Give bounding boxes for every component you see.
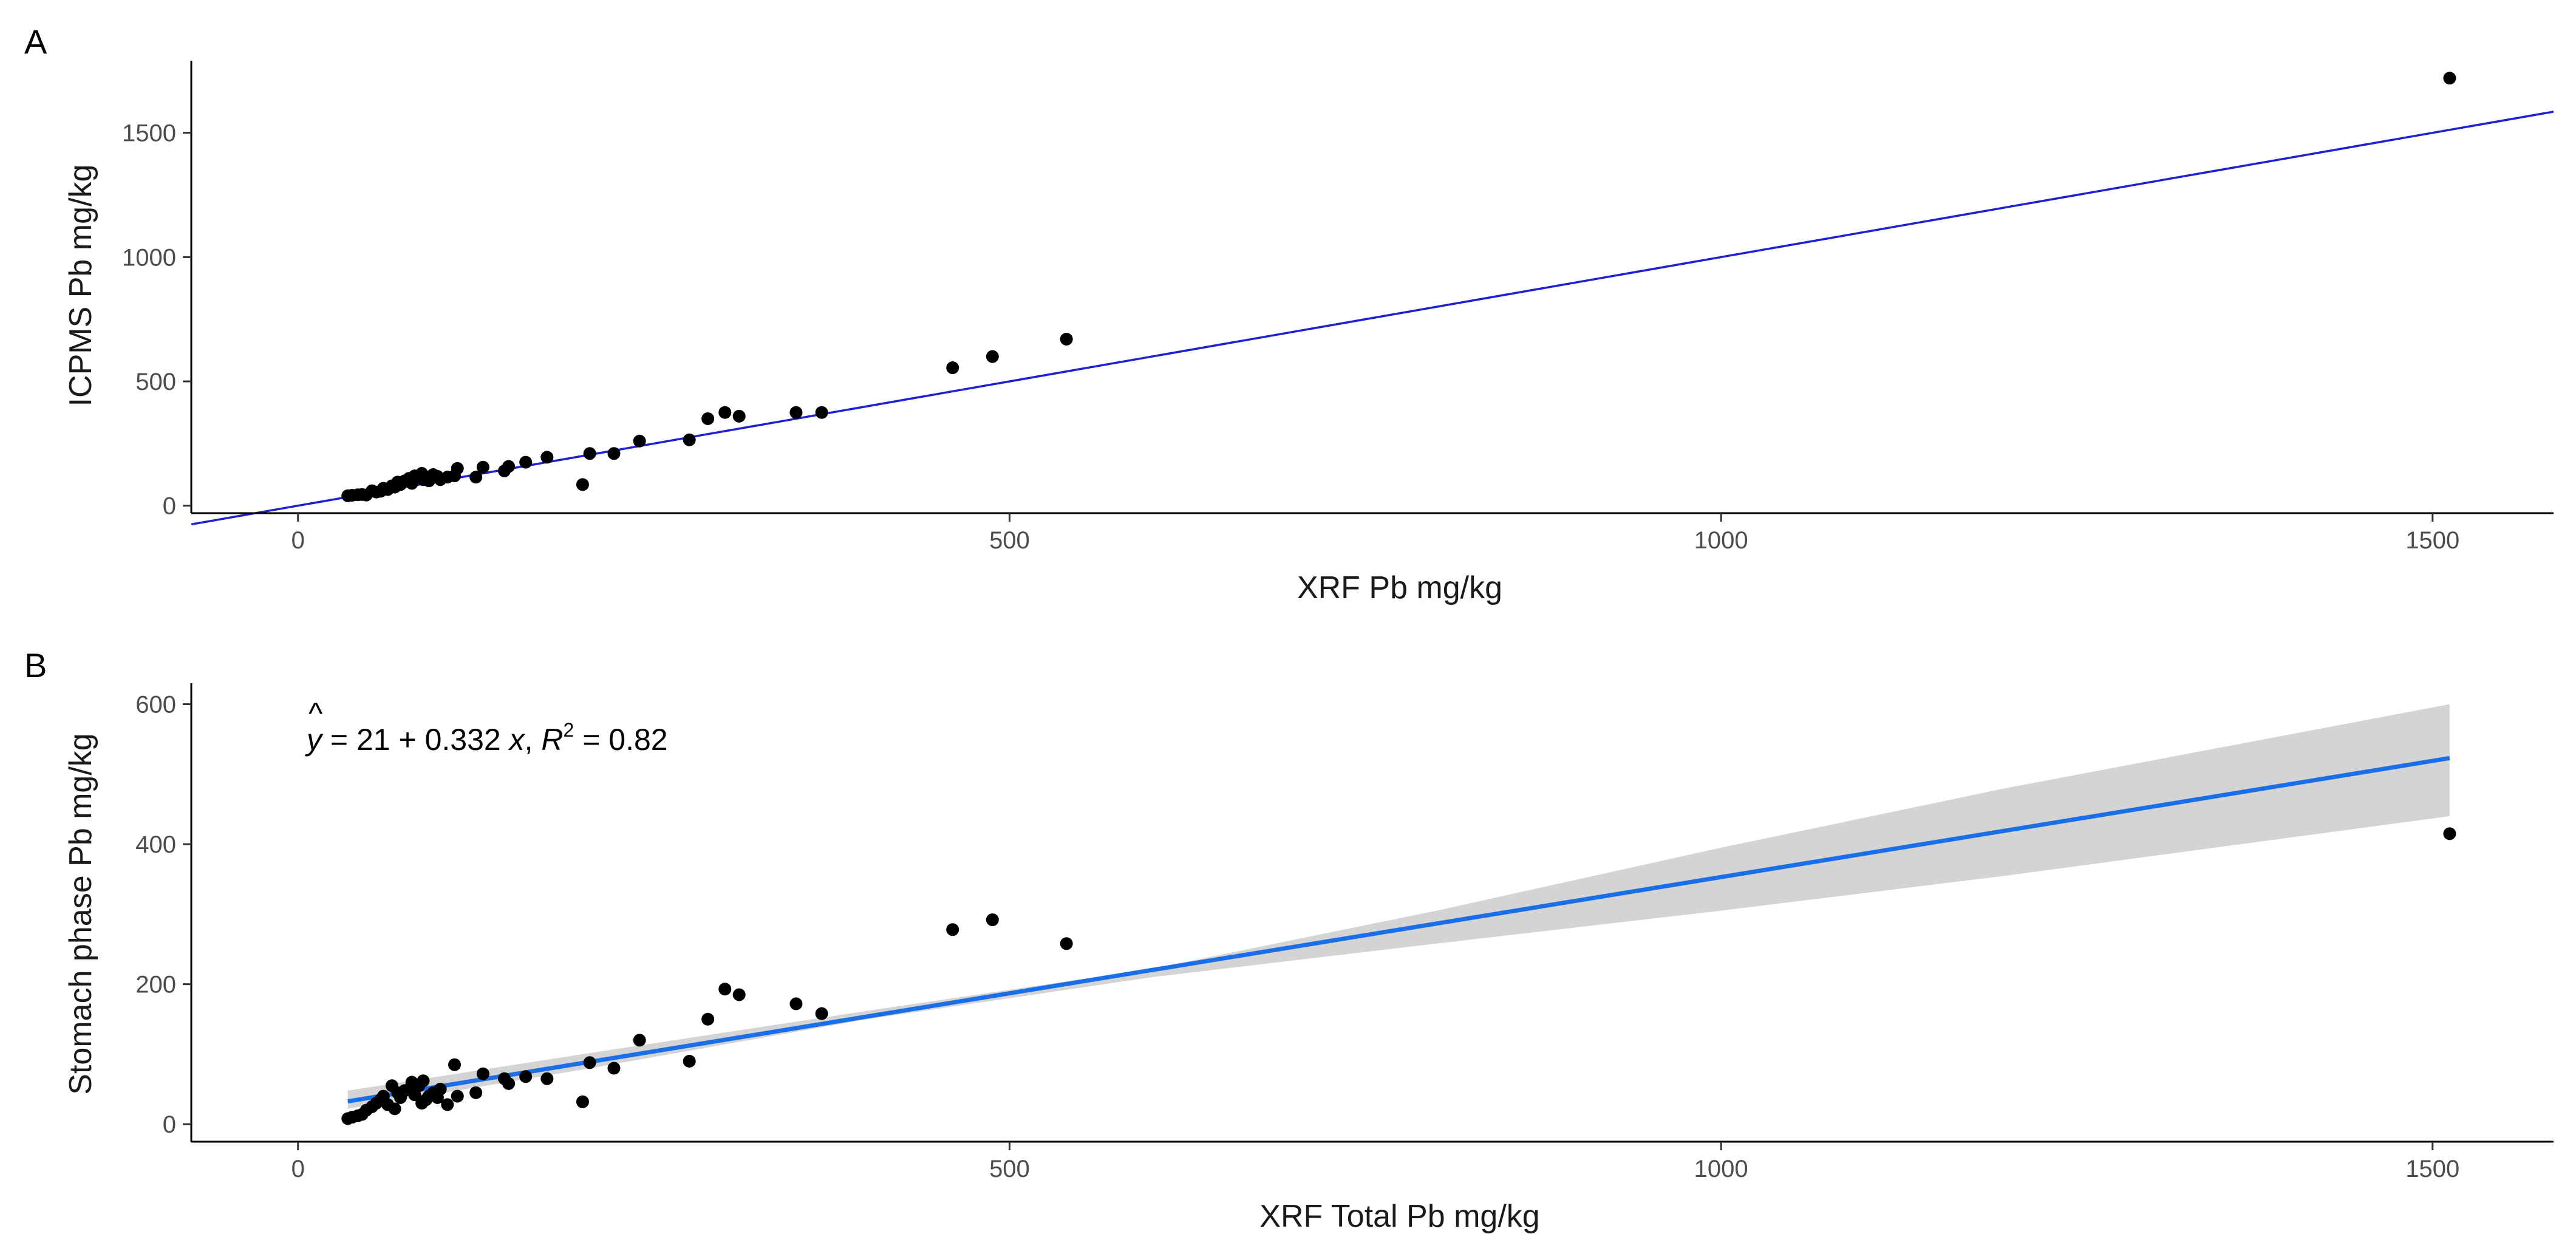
data-point [633,1034,646,1047]
y-tick-label: 200 [135,972,176,998]
data-point [732,988,746,1001]
equation-r2-value: = 0.82 [574,723,667,757]
data-point [946,923,959,936]
data-point [476,460,489,474]
data-point [701,412,715,425]
x-tick-label: 500 [989,527,1030,554]
equation-r: R [541,723,563,757]
data-point [732,409,746,423]
data-point [701,1012,715,1026]
equation-comma: , [525,723,542,757]
panel-a-y-axis-title: ICPMS Pb mg/kg [63,165,98,407]
data-point [789,406,803,419]
data-point [441,1098,454,1111]
data-point [576,478,589,491]
panel-b-label: B [24,646,47,684]
data-point [986,350,999,363]
data-point [451,1089,464,1103]
x-tick-label: 1000 [1694,527,1748,554]
data-point [1060,332,1073,346]
confidence-band [347,704,2450,1109]
y-tick-label: 400 [135,831,176,858]
data-point [502,460,516,473]
data-point [986,913,999,927]
regression-line [347,755,2450,1104]
data-point [576,1095,589,1108]
equation-hat-mark: ^ [308,697,323,731]
data-point [469,471,483,484]
data-point [476,1067,489,1080]
panel-b-x-axis-title: XRF Total Pb mg/kg [1259,1199,1539,1234]
equation-body: = 21 + 0.332 [322,723,509,757]
x-tick-label: 500 [989,1156,1030,1182]
x-tick-label: 1000 [1694,1156,1748,1182]
data-point [683,433,696,446]
data-point [583,1056,596,1069]
data-point [946,361,959,375]
panel-a-x-axis-title: XRF Pb mg/kg [1297,570,1502,605]
equation-yhat: y [305,723,324,757]
data-point [2443,827,2456,840]
y-tick-label: 500 [135,369,176,395]
panel-a-plot-area: 0 500 1000 1500 0 500 1000 1500 [122,61,2554,554]
data-point [540,1072,554,1085]
data-point [448,1058,462,1071]
data-point [789,997,803,1011]
panel-b: B 0 500 1000 1500 0 200 400 600 XRF Total Pb mg… [24,646,2554,1234]
data-point [683,1054,696,1068]
data-point [815,406,828,419]
data-point [607,447,621,460]
regression-equation: y = 21 + 0.332 x, R2 = 0.82 [305,719,668,757]
x-tick-label: 1500 [2405,1156,2459,1182]
panel-b-y-axis-title: Stomach phase Pb mg/kg [63,733,98,1094]
x-tick-label: 1500 [2405,527,2459,554]
data-point [519,1070,533,1083]
x-tick-label: 0 [291,527,305,554]
data-point [540,451,554,464]
data-point [718,983,732,996]
data-point [2443,72,2456,85]
data-point [451,462,464,475]
x-tick-label: 0 [291,1156,305,1182]
data-point [417,1074,430,1088]
data-point [502,1077,516,1090]
y-tick-label: 600 [135,692,176,718]
data-point [633,434,646,448]
data-point [1060,937,1073,950]
y-tick-label: 0 [163,493,176,520]
data-point [434,1083,447,1096]
data-point [583,447,596,460]
data-point [469,1086,483,1099]
y-tick-label: 0 [163,1111,176,1138]
panel-a-label: A [24,22,47,61]
equation-r-superscript: 2 [564,719,574,741]
data-point [519,455,533,469]
y-tick-label: 1500 [122,120,176,147]
data-point [718,406,732,419]
panel-b-plot-area: 0 500 1000 1500 0 200 400 600 [135,683,2554,1182]
equation-x: x [508,723,526,757]
data-point [815,1007,828,1020]
y-tick-label: 1000 [122,244,176,271]
data-point [388,1102,401,1116]
data-point [607,1062,621,1075]
